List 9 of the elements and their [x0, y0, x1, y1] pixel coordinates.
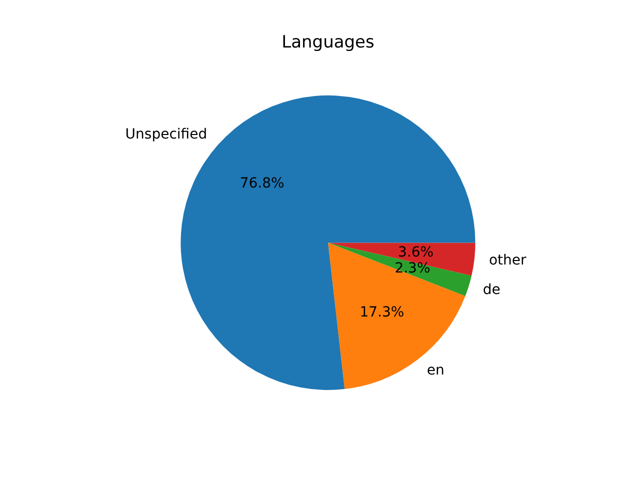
slice-label: en	[426, 362, 444, 379]
data-label: 17.3%	[360, 304, 404, 320]
slice-label: de	[482, 282, 500, 298]
data-label: 2.3%	[394, 260, 430, 276]
slice-label: other	[488, 252, 527, 269]
data-label: 76.8%	[240, 175, 284, 192]
data-label: 3.6%	[398, 244, 434, 260]
slice-label: Unspecified	[125, 126, 208, 142]
chart-title: Languages	[282, 32, 375, 53]
